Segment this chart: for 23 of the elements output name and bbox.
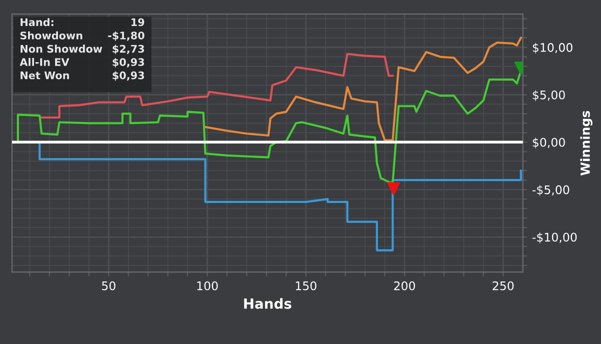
y-tick-label: $5,00 bbox=[532, 90, 565, 101]
annotation: -$1,80 bbox=[108, 31, 144, 41]
annotation: $2,73 bbox=[112, 44, 144, 54]
x-tick-label: 150 bbox=[296, 281, 316, 290]
annotation: Showdown bbox=[20, 31, 82, 40]
y-tick-label: -$5,00 bbox=[532, 185, 570, 196]
x-tick-label: 250 bbox=[492, 281, 514, 290]
y-tick-label: $0,00 bbox=[532, 138, 565, 148]
annotation: $0,93 bbox=[112, 71, 144, 81]
line-series bbox=[204, 36, 522, 142]
annotation: Hand: bbox=[20, 18, 54, 26]
y-tick-label: -$10,00 bbox=[532, 232, 577, 244]
x-axis-title: Hands bbox=[244, 298, 292, 309]
annotation: All-In EV bbox=[20, 58, 70, 66]
annotation: Non Showdow bbox=[20, 44, 102, 53]
annotation: 19 bbox=[132, 18, 144, 26]
x-tick-label: 100 bbox=[197, 281, 218, 290]
annotation: Net Won bbox=[20, 72, 69, 80]
y-tick-label: $10,00 bbox=[532, 42, 572, 54]
x-tick-label: 200 bbox=[394, 281, 416, 290]
x-tick-label: 50 bbox=[102, 281, 116, 290]
y-axis-title: Winnings bbox=[580, 110, 592, 176]
annotation: $0,93 bbox=[112, 58, 144, 68]
